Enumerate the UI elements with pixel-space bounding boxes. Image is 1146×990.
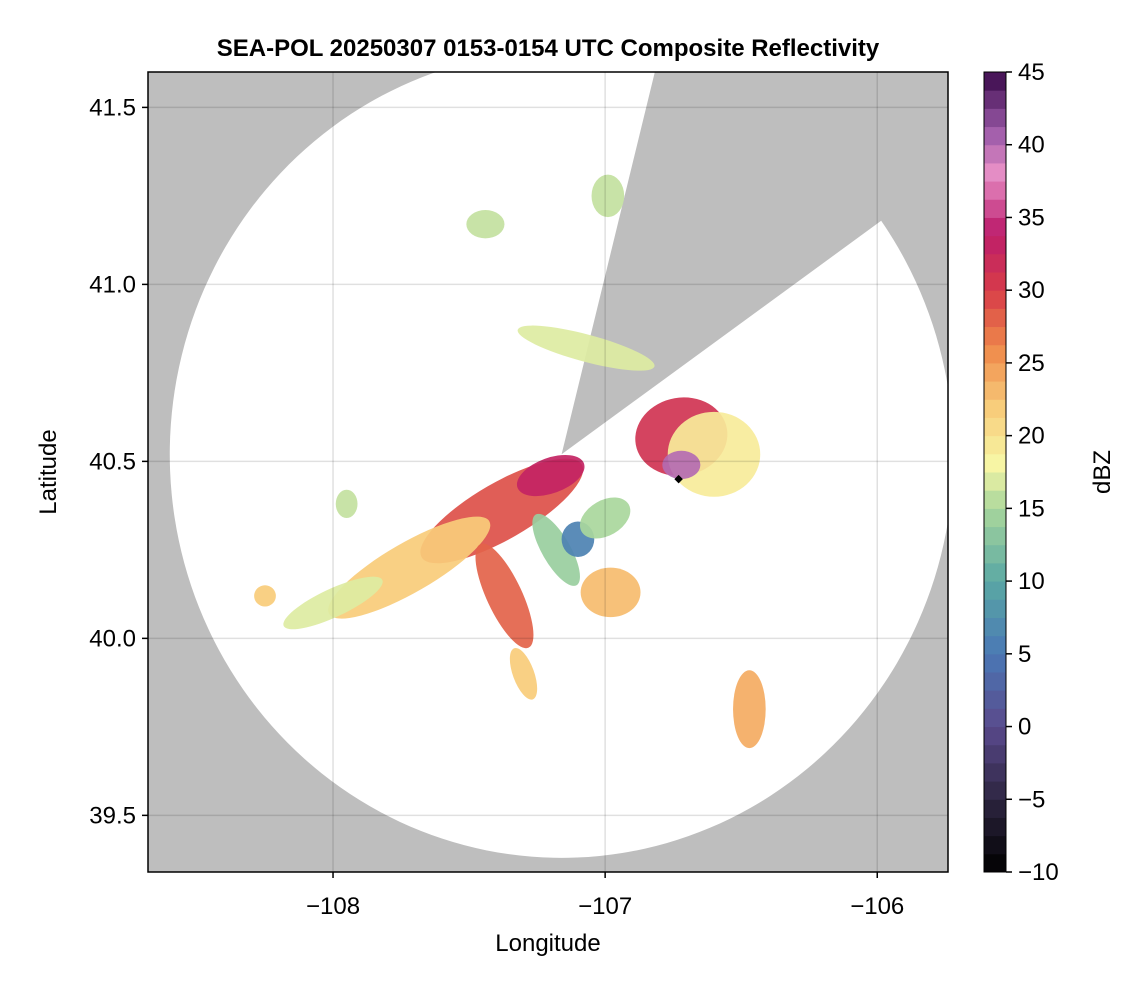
colorbar-segment bbox=[984, 199, 1006, 218]
colorbar-segment bbox=[984, 144, 1006, 164]
colorbar-segment bbox=[984, 344, 1006, 364]
echo-region bbox=[516, 454, 585, 497]
colorbar-segment bbox=[984, 108, 1006, 128]
colorbar-tick-label: 15 bbox=[1018, 495, 1045, 522]
colorbar-segment bbox=[984, 72, 1006, 91]
echo-region bbox=[466, 210, 505, 239]
y-tick-label: 41.0 bbox=[89, 271, 136, 298]
echo-region bbox=[254, 585, 276, 607]
echo-region bbox=[591, 174, 625, 218]
x-axis-label: Longitude bbox=[495, 930, 600, 957]
colorbar-segment bbox=[984, 362, 1006, 382]
colorbar-segment bbox=[984, 90, 1006, 109]
echo-region bbox=[579, 497, 631, 539]
colorbar-segment bbox=[984, 272, 1006, 291]
chart-title: SEA-POL 20250307 0153-0154 UTC Composite… bbox=[217, 35, 880, 62]
colorbar-segment bbox=[984, 417, 1006, 437]
echo-region bbox=[580, 567, 641, 618]
colorbar-segment bbox=[984, 690, 1006, 709]
colorbar-segment bbox=[984, 399, 1006, 418]
colorbar-tick-label: −10 bbox=[1018, 859, 1059, 886]
colorbar-segment bbox=[984, 290, 1006, 309]
colorbar-segment bbox=[984, 817, 1006, 837]
site-marker bbox=[674, 474, 683, 484]
reflectivity-echoes bbox=[254, 174, 766, 749]
colorbar-tick-label: 20 bbox=[1018, 423, 1045, 450]
colorbar-segment bbox=[984, 599, 1006, 618]
x-tick-label: −107 bbox=[578, 893, 632, 920]
colorbar-segment bbox=[984, 781, 1006, 800]
colorbar-segment bbox=[984, 526, 1006, 546]
colorbar-segment bbox=[984, 672, 1006, 691]
echo-region bbox=[532, 513, 580, 586]
echo-region bbox=[662, 450, 701, 480]
colorbar-segment bbox=[984, 762, 1006, 782]
plot-frame bbox=[147, 71, 949, 873]
colorbar-segment bbox=[984, 308, 1006, 328]
echo-region bbox=[335, 489, 358, 519]
colorbar-segment bbox=[984, 453, 1006, 473]
colorbar-segment bbox=[984, 653, 1006, 673]
colorbar-segment bbox=[984, 181, 1006, 200]
y-tick-label: 41.5 bbox=[89, 94, 136, 121]
colorbar-segment bbox=[984, 617, 1006, 637]
colorbar-segment bbox=[984, 562, 1006, 582]
colorbar-label: dBZ bbox=[1089, 450, 1116, 494]
colorbar-tick-label: 10 bbox=[1018, 568, 1045, 595]
colorbar-tick-label: 5 bbox=[1018, 641, 1031, 668]
x-tick-label: −106 bbox=[850, 893, 904, 920]
colorbar-tick-label: 30 bbox=[1018, 277, 1045, 304]
colorbar-segment bbox=[984, 253, 1006, 273]
grid-lines bbox=[148, 72, 948, 872]
colorbar-tick-label: 40 bbox=[1018, 132, 1045, 159]
echo-region bbox=[733, 670, 766, 749]
colorbar-segment bbox=[984, 126, 1006, 146]
colorbar-segment bbox=[984, 544, 1006, 564]
colorbar-tick-label: 25 bbox=[1018, 350, 1045, 377]
colorbar-segment bbox=[984, 744, 1006, 764]
echo-region bbox=[517, 325, 655, 371]
colorbar-frame bbox=[983, 71, 1007, 873]
colorbar-tick-label: 0 bbox=[1018, 714, 1031, 741]
colorbar-tick-label: 35 bbox=[1018, 204, 1045, 231]
colorbar-segment bbox=[984, 835, 1006, 855]
plot-area bbox=[148, 72, 948, 872]
colorbar-segment bbox=[984, 635, 1006, 655]
echo-region bbox=[283, 576, 383, 630]
y-tick-label: 40.5 bbox=[89, 448, 136, 475]
y-axis-label: Latitude bbox=[35, 429, 62, 514]
y-axis-ticks: 39.5 40.0 40.5 41.0 41.5 bbox=[89, 94, 148, 829]
echo-region bbox=[509, 647, 538, 700]
colorbar-segment bbox=[984, 508, 1006, 528]
colorbar-segment bbox=[984, 381, 1006, 400]
colorbar-segment bbox=[984, 217, 1006, 237]
echo-region bbox=[475, 543, 534, 649]
colorbar-segment bbox=[984, 435, 1006, 455]
y-tick-label: 40.0 bbox=[89, 625, 136, 652]
x-axis-ticks: −108 −107 −106 bbox=[306, 872, 904, 920]
colorbar-segment bbox=[984, 581, 1006, 600]
colorbar-segment bbox=[984, 853, 1006, 873]
colorbar bbox=[983, 71, 1007, 873]
colorbar-segment bbox=[984, 326, 1006, 346]
colorbar-segment bbox=[984, 490, 1006, 509]
colorbar-segment bbox=[984, 708, 1006, 728]
x-tick-label: −108 bbox=[306, 893, 360, 920]
colorbar-ticks: −10 −5 0 5 10 15 20 25 30 35 40 45 bbox=[1006, 59, 1059, 886]
colorbar-segment bbox=[984, 726, 1006, 746]
colorbar-tick-label: −5 bbox=[1018, 786, 1045, 813]
colorbar-segment bbox=[984, 235, 1006, 255]
colorbar-segment bbox=[984, 472, 1006, 491]
colorbar-segment bbox=[984, 799, 1006, 818]
y-tick-label: 39.5 bbox=[89, 802, 136, 829]
colorbar-tick-label: 45 bbox=[1018, 59, 1045, 86]
colorbar-segment bbox=[984, 162, 1006, 182]
